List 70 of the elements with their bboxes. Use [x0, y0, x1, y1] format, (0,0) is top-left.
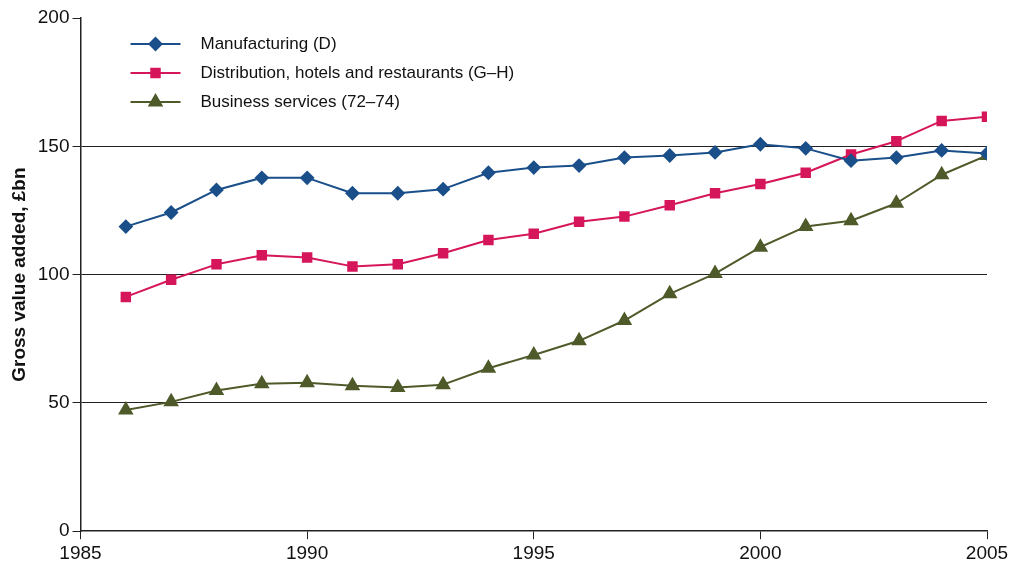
- point: [753, 137, 768, 152]
- legend-label: Business services (72–74): [200, 91, 400, 111]
- point: [934, 166, 949, 180]
- point: [891, 135, 902, 147]
- point: [437, 248, 449, 259]
- point: [798, 141, 813, 156]
- point: [254, 170, 269, 185]
- point: [662, 285, 677, 299]
- point: [300, 374, 315, 388]
- point: [572, 158, 587, 173]
- point: [256, 250, 268, 261]
- point: [889, 150, 904, 165]
- point: [619, 211, 630, 222]
- x-tick-label: 1985: [59, 541, 102, 563]
- legend-label: Distribution, hotels and restaurants (G–H): [200, 62, 515, 82]
- y-tick-label: 50: [48, 391, 70, 413]
- point: [889, 195, 904, 208]
- point: [526, 160, 541, 175]
- point: [345, 186, 360, 201]
- point: [120, 291, 132, 303]
- point: [755, 178, 766, 190]
- point: [118, 219, 133, 234]
- x-tick-label: 1995: [512, 541, 555, 563]
- point: [526, 346, 541, 360]
- point: [572, 332, 587, 346]
- x-tick-label: 2000: [739, 541, 782, 563]
- y-axis-title: Gross value added, £bn: [7, 167, 29, 382]
- x-tick-label: 1990: [285, 541, 329, 563]
- point: [798, 218, 813, 232]
- point: [209, 382, 224, 396]
- point: [709, 188, 721, 199]
- point: [573, 216, 585, 227]
- legend-label: Manufacturing (D): [200, 33, 337, 53]
- point: [936, 115, 947, 127]
- y-tick-label: 200: [37, 6, 70, 28]
- point: [164, 205, 179, 220]
- point: [800, 167, 811, 178]
- point: [347, 261, 358, 272]
- point: [843, 212, 859, 226]
- point: [209, 182, 224, 197]
- x-tick-label: 2005: [965, 541, 1009, 563]
- point: [164, 393, 179, 407]
- point: [662, 148, 677, 163]
- point: [844, 153, 859, 168]
- y-tick-label: 0: [58, 519, 70, 541]
- point: [707, 265, 723, 279]
- point: [934, 143, 949, 158]
- point: [481, 165, 496, 180]
- point: [390, 186, 405, 201]
- point: [483, 234, 494, 246]
- point: [211, 259, 222, 270]
- point: [528, 228, 539, 240]
- point: [481, 360, 496, 373]
- point: [392, 259, 404, 270]
- point: [254, 375, 269, 389]
- y-tick-label: 150: [37, 134, 70, 156]
- point: [118, 402, 133, 415]
- point: [617, 150, 632, 165]
- point: [753, 239, 768, 252]
- point: [300, 170, 315, 185]
- point: [390, 379, 405, 392]
- point: [664, 200, 675, 211]
- point: [345, 377, 360, 391]
- point: [301, 252, 313, 263]
- point: [165, 274, 177, 285]
- point: [436, 182, 451, 197]
- y-tick-label: 100: [37, 262, 70, 284]
- point: [708, 145, 723, 160]
- point: [617, 312, 632, 326]
- point: [436, 376, 451, 390]
